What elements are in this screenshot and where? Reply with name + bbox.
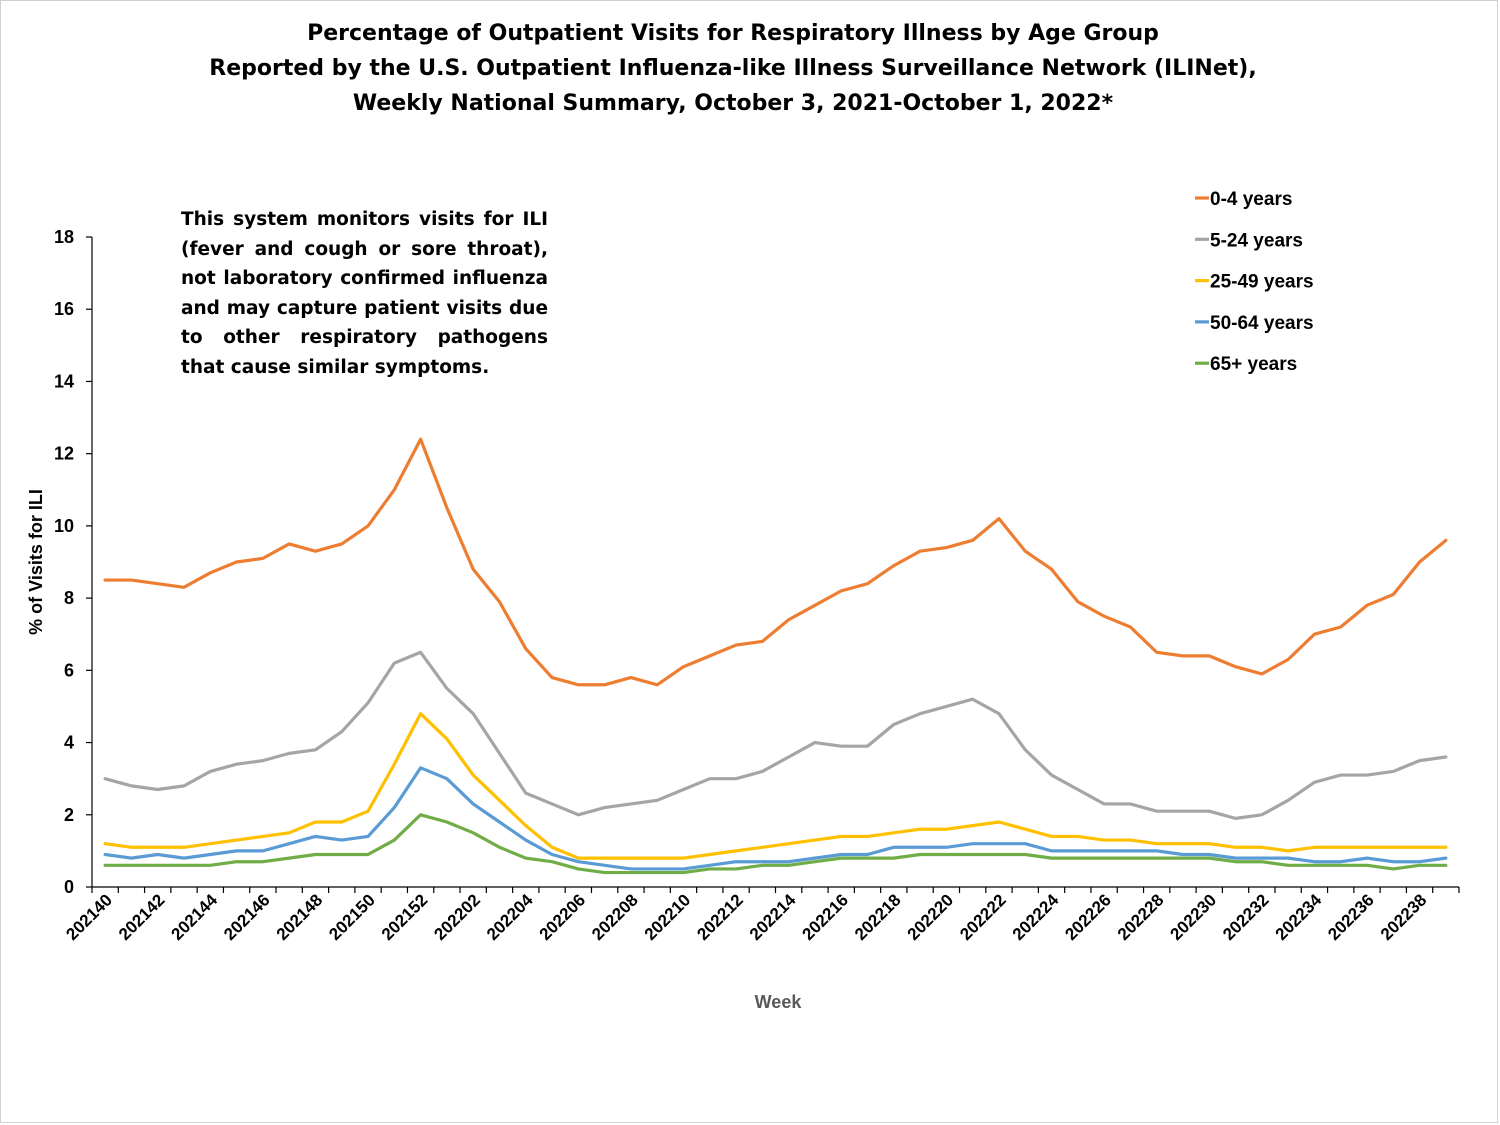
x-tick-label: 202234 bbox=[1272, 890, 1326, 944]
legend-label: 25-49 years bbox=[1210, 272, 1314, 293]
legend-label: 50-64 years bbox=[1210, 313, 1314, 334]
y-tick-label: 16 bbox=[54, 299, 74, 319]
x-tick-label: 202142 bbox=[115, 890, 169, 944]
x-tick-label: 202144 bbox=[168, 890, 222, 944]
x-tick-label: 202218 bbox=[851, 890, 905, 944]
chart-title-line-3: Weekly National Summary, October 3, 2021… bbox=[352, 91, 1114, 116]
x-tick-label: 202230 bbox=[1167, 890, 1221, 944]
y-tick-label: 18 bbox=[54, 227, 74, 247]
y-tick-label: 8 bbox=[64, 588, 74, 608]
x-tick-label: 202214 bbox=[746, 890, 800, 944]
y-tick-label: 4 bbox=[64, 733, 74, 753]
legend: 0-4 years 5-24 years 25-49 years 50-64 year… bbox=[1195, 189, 1314, 375]
x-tick-label: 202152 bbox=[378, 890, 432, 944]
x-tick-label: 202228 bbox=[1114, 890, 1168, 944]
x-tick-label: 202210 bbox=[641, 890, 695, 944]
x-tick-label: 202150 bbox=[325, 890, 379, 944]
series-line-0-4-years bbox=[103, 437, 1448, 687]
x-tick-label: 202238 bbox=[1377, 890, 1431, 944]
series-lines bbox=[103, 437, 1448, 875]
x-tick-label: 202208 bbox=[588, 890, 642, 944]
x-tick-label: 202146 bbox=[220, 890, 274, 944]
y-tick-label: 12 bbox=[54, 444, 74, 464]
x-tick-label: 202204 bbox=[483, 890, 537, 944]
series-line-5-24-years bbox=[103, 650, 1448, 820]
x-tick-label: 202222 bbox=[956, 890, 1010, 944]
y-axis-title: % of Visits for ILI bbox=[26, 489, 46, 635]
x-tick-label: 202226 bbox=[1061, 890, 1115, 944]
legend-label: 0-4 years bbox=[1210, 189, 1292, 210]
chart-title: Percentage of Outpatient Visits for Resp… bbox=[0, 16, 1466, 121]
surveillance-note: This system monitors visits for ILI (fev… bbox=[181, 209, 548, 378]
x-tick-label: 202148 bbox=[273, 890, 327, 944]
x-tick-label: 202202 bbox=[430, 890, 484, 944]
chart-title-line-1: Percentage of Outpatient Visits for Resp… bbox=[307, 21, 1159, 46]
series-line-65-years bbox=[103, 813, 1448, 875]
y-tick-label: 6 bbox=[64, 660, 74, 680]
x-tick-label: 202220 bbox=[904, 890, 958, 944]
y-tick-label: 0 bbox=[64, 877, 74, 897]
y-tick-label: 10 bbox=[54, 516, 74, 536]
chart-title-line-2: Reported by the U.S. Outpatient Influenz… bbox=[209, 56, 1257, 81]
x-tick-label: 202236 bbox=[1324, 890, 1378, 944]
y-tick-label: 2 bbox=[64, 805, 74, 825]
x-tick-label: 202140 bbox=[62, 890, 116, 944]
x-tick-label: 202212 bbox=[693, 890, 747, 944]
legend-label: 5-24 years bbox=[1210, 230, 1303, 251]
legend-label: 65+ years bbox=[1210, 354, 1297, 375]
x-tick-label: 202224 bbox=[1009, 890, 1063, 944]
series-line-50-64-years bbox=[103, 766, 1448, 871]
x-tick-label: 202216 bbox=[798, 890, 852, 944]
series-line-25-49-years bbox=[103, 712, 1448, 860]
x-tick-label: 202206 bbox=[536, 890, 590, 944]
x-tick-label: 202232 bbox=[1219, 890, 1273, 944]
y-tick-label: 14 bbox=[54, 371, 74, 391]
x-axis-title: Week bbox=[755, 992, 803, 1012]
